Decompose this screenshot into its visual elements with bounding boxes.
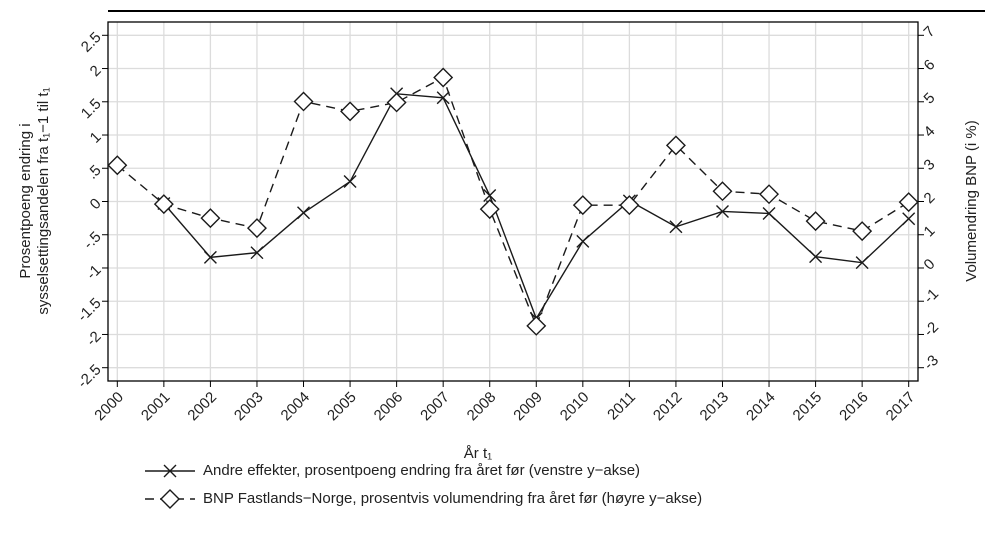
- x-tick-label: 2012: [650, 389, 686, 425]
- y2-tick-label: 4: [921, 123, 939, 141]
- y2-tick-label: 7: [921, 23, 939, 41]
- y2-tick-label: 6: [921, 56, 939, 74]
- x-tick-label: 2017: [883, 389, 919, 425]
- marker-x: [669, 220, 683, 234]
- x-tick-label: 2014: [743, 389, 779, 425]
- x-tick-label: 2016: [836, 389, 872, 425]
- x-tick-label: 2002: [184, 389, 220, 425]
- y-tick-label: .5: [84, 162, 105, 183]
- y2-tick-label: 0: [921, 256, 939, 274]
- x-tick-label: 2006: [371, 389, 407, 425]
- y-tick-label: 2.5: [78, 29, 105, 56]
- y-axis-label: sysselsettingsandelen fra t₁−1 til t₁: [35, 87, 52, 314]
- marker-diamond: [898, 192, 919, 213]
- marker-diamond: [340, 101, 361, 122]
- y-tick-label: -1.5: [74, 295, 104, 325]
- marker-diamond: [805, 211, 826, 232]
- marker-x: [297, 206, 311, 220]
- marker-diamond: [107, 155, 128, 176]
- x-tick-label: 2015: [790, 389, 826, 425]
- legend-marker: [160, 489, 180, 509]
- y2-tick-label: 2: [921, 189, 939, 207]
- x-tick-label: 2009: [510, 389, 546, 425]
- x-tick-label: 2003: [231, 389, 267, 425]
- marker-x: [855, 256, 869, 270]
- y2-tick-label: -2: [921, 319, 942, 340]
- marker-diamond: [619, 195, 640, 216]
- marker-diamond: [712, 181, 733, 202]
- legend-label: BNP Fastlands−Norge, prosentvis volumend…: [203, 490, 702, 507]
- x-tick-label: 2010: [557, 389, 593, 425]
- marker-diamond: [665, 135, 686, 156]
- y-tick-label: -2.5: [74, 361, 104, 391]
- x-tick-label: 2008: [464, 389, 500, 425]
- legend-label: Andre effekter, prosentpoeng endring fra…: [203, 462, 640, 479]
- y2-tick-label: -1: [921, 285, 942, 306]
- y2-tick-label: 5: [921, 89, 939, 107]
- marker-diamond: [433, 67, 454, 88]
- y2-axis-label: Volumendring BNP (i %): [963, 120, 980, 281]
- marker-diamond: [526, 315, 547, 336]
- y2-tick-label: 3: [921, 156, 939, 174]
- marker-x: [762, 206, 776, 220]
- y-tick-label: 1: [87, 129, 105, 147]
- marker-diamond: [852, 221, 873, 242]
- marker-x: [436, 91, 450, 105]
- marker-diamond: [200, 208, 221, 229]
- marker-x: [203, 250, 217, 264]
- y2-tick-label: -3: [921, 352, 942, 373]
- y-tick-label: 1.5: [78, 95, 105, 122]
- marker-x: [902, 212, 916, 226]
- y2-tick-label: 1: [921, 222, 939, 240]
- y-tick-label: 0: [87, 195, 105, 213]
- marker-diamond: [759, 184, 780, 205]
- marker-diamond: [293, 91, 314, 112]
- marker-x: [576, 234, 590, 248]
- marker-x: [483, 189, 497, 203]
- x-tick-label: 2000: [91, 389, 127, 425]
- x-axis-label: År t₁: [464, 445, 492, 462]
- marker-diamond: [386, 92, 407, 113]
- y-tick-label: -2: [83, 328, 104, 349]
- x-tick-label: 2011: [604, 389, 639, 424]
- x-tick-label: 2001: [138, 389, 174, 425]
- y-tick-label: -1: [83, 262, 104, 283]
- x-tick-label: 2005: [324, 389, 360, 425]
- marker-diamond: [153, 194, 174, 215]
- marker-diamond: [479, 199, 500, 220]
- marker-diamond: [246, 218, 267, 239]
- x-tick-label: 2007: [417, 389, 453, 425]
- y-tick-label: -.5: [80, 228, 104, 252]
- y-tick-label: 2: [87, 62, 105, 80]
- x-tick-label: 2004: [278, 389, 314, 425]
- y-axis-label: Prosentpoeng endring i: [17, 123, 34, 278]
- marker-x: [250, 246, 264, 260]
- marker-diamond: [572, 195, 593, 216]
- marker-x: [809, 250, 823, 264]
- x-tick-label: 2013: [696, 389, 732, 425]
- marker-x: [715, 204, 729, 218]
- marker-x: [343, 175, 357, 189]
- legend-marker: [163, 464, 177, 478]
